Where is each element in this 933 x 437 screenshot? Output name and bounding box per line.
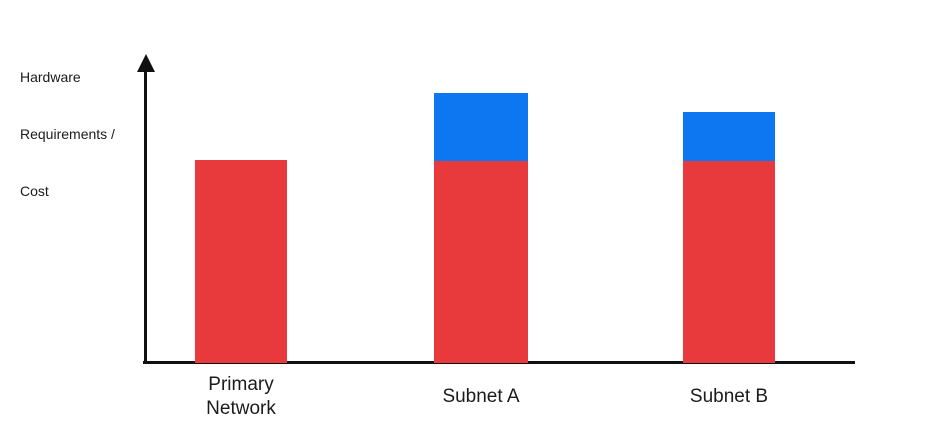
y-axis-arrowhead-icon xyxy=(137,54,155,72)
y-axis-label: Hardware Requirements / Cost xyxy=(20,30,115,239)
bar-segment-base-hardware-cost xyxy=(195,160,287,363)
bar-segment-base-hardware-cost xyxy=(683,161,775,363)
y-axis-line xyxy=(144,68,147,363)
bar-segment-base-hardware-cost xyxy=(434,161,528,363)
bar-segment-additional-hardware-cost xyxy=(434,93,528,161)
bar-segment-additional-hardware-cost xyxy=(683,112,775,161)
x-axis-category-label: Subnet B xyxy=(689,385,769,407)
x-axis-category-label: Primary Network xyxy=(206,373,276,419)
y-axis-label-line: Requirements / xyxy=(20,126,115,142)
y-axis-label-line: Cost xyxy=(20,183,49,199)
y-axis-label-line: Hardware xyxy=(20,69,81,85)
x-axis-category-label: Subnet A xyxy=(442,385,520,407)
